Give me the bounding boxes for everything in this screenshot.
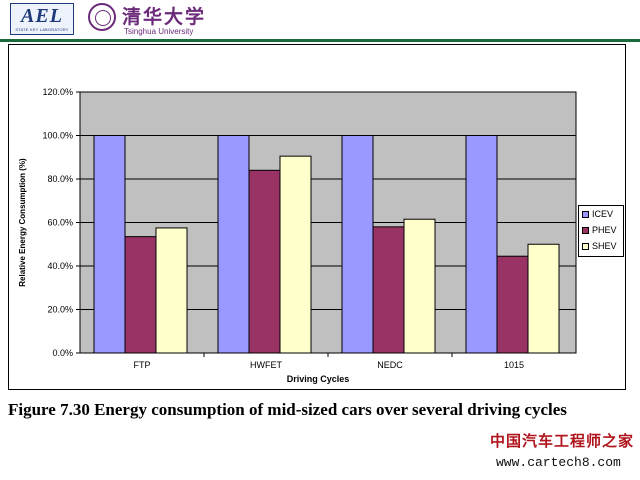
bar-shev-nedc: [403, 218, 436, 354]
legend-item-shev: SHEV: [582, 241, 624, 253]
legend-item-icev: ICEV: [582, 209, 624, 221]
bar-icev-1015: [465, 135, 498, 354]
x-tick-label: HWFET: [250, 360, 282, 370]
legend-label-shev: SHEV: [592, 241, 617, 251]
y-tick-label: 60.0%: [47, 218, 73, 228]
y-tick-label: 20.0%: [47, 305, 73, 315]
legend-swatch-phev: [582, 227, 589, 234]
legend-swatch-shev: [582, 243, 589, 250]
bar-shev-1015: [527, 243, 560, 354]
y-tick-label: 0.0%: [52, 348, 73, 358]
header-divider: [0, 39, 640, 42]
y-tick-label: 40.0%: [47, 261, 73, 271]
figure-caption: Figure 7.30 Energy consumption of mid-si…: [8, 400, 567, 419]
bar-icev-nedc: [341, 135, 374, 354]
y-tick-label: 120.0%: [42, 87, 73, 97]
lab-logo: AEL STATE KEY LABORATORY: [10, 3, 74, 35]
bar-phev-1015: [496, 255, 529, 354]
bar-phev-ftp: [124, 236, 157, 354]
legend-item-phev: PHEV: [582, 225, 624, 237]
lab-logo-mark: AEL: [21, 5, 63, 27]
university-seal-icon: [88, 3, 116, 31]
watermark-site-name: 中国汽车工程师之家: [490, 432, 635, 450]
bar-phev-hwfet: [248, 169, 281, 354]
university-name-en: Tsinghua University: [124, 27, 194, 36]
x-axis-title: Driving Cycles: [287, 374, 350, 384]
bar-phev-nedc: [372, 226, 405, 354]
lab-logo-subtext: STATE KEY LABORATORY: [15, 27, 69, 32]
legend-label-icev: ICEV: [592, 209, 614, 219]
x-tick-label: NEDC: [377, 360, 403, 370]
y-tick-label: 80.0%: [47, 174, 73, 184]
legend-label-phev: PHEV: [592, 225, 617, 235]
bar-shev-ftp: [155, 227, 188, 354]
watermark-url: www.cartech8.com: [496, 455, 621, 470]
legend-swatch-icev: [582, 211, 589, 218]
y-tick-label: 100.0%: [42, 131, 73, 141]
slide-header: AEL STATE KEY LABORATORY 清华大学 Tsinghua U…: [0, 0, 640, 42]
bar-icev-hwfet: [217, 135, 250, 354]
bar-icev-ftp: [93, 135, 126, 354]
y-axis-title: Relative Energy Consumption (%): [18, 158, 27, 287]
x-tick-label: FTP: [134, 360, 151, 370]
x-tick-label: 1015: [504, 360, 524, 370]
chart-legend: ICEV PHEV SHEV: [578, 205, 624, 257]
bar-chart: 0.0% 20.0% 40.0% 60.0% 80.0% 100.0% 120.0% FTP H…: [18, 87, 577, 384]
bar-shev-hwfet: [279, 155, 312, 354]
university-name-cn: 清华大学: [122, 6, 207, 28]
